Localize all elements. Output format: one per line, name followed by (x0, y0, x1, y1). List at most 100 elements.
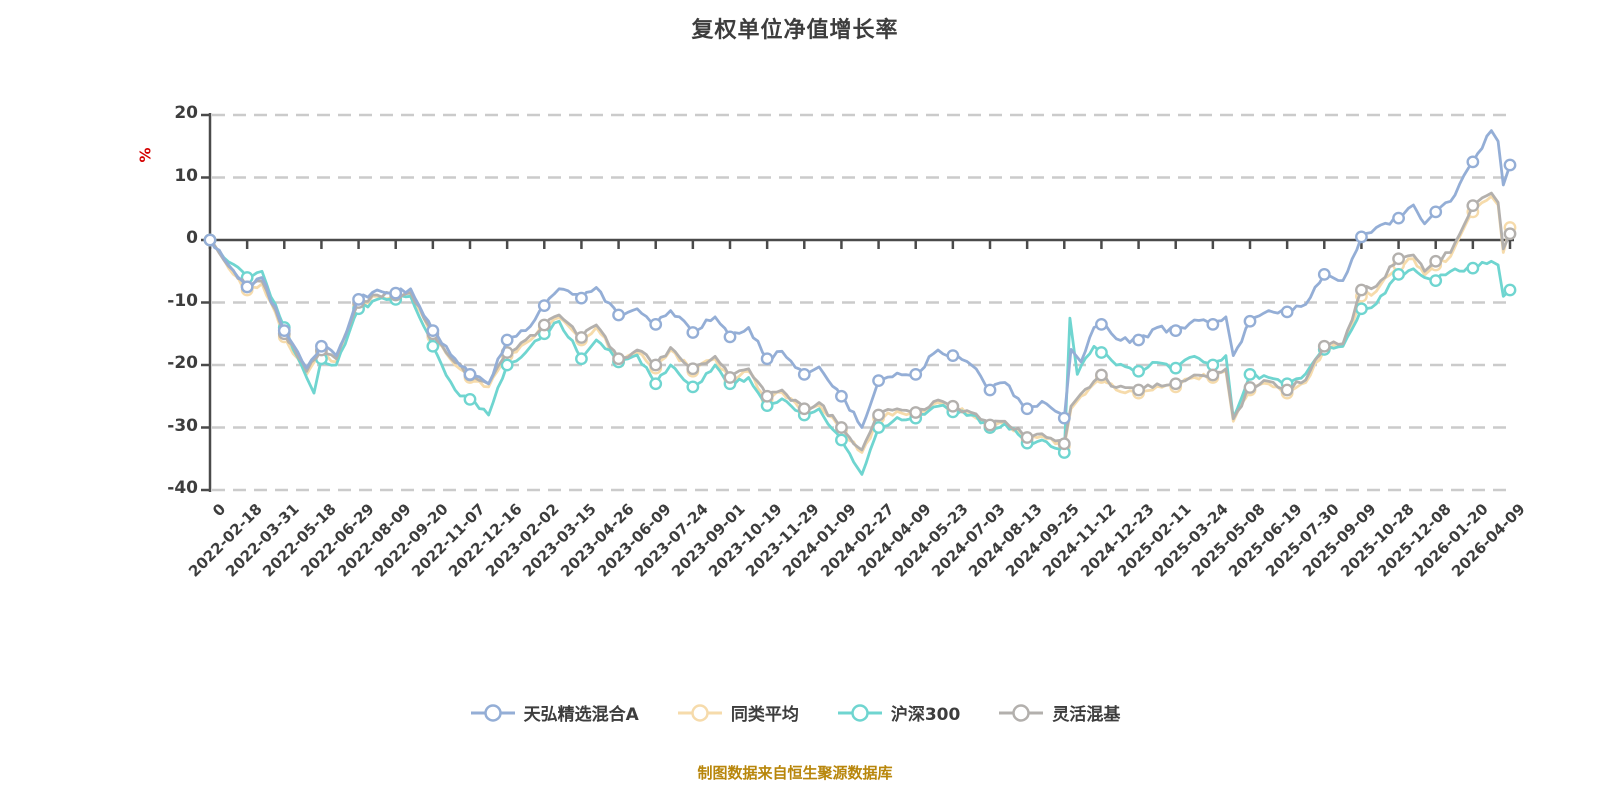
series-line-2 (208, 238, 1512, 476)
series-marker-2 (1132, 364, 1145, 378)
series-marker-0 (500, 333, 514, 347)
legend-marker-flexible-funds (999, 703, 1044, 722)
legend-item-csi300: 沪深300 (837, 700, 961, 725)
legend-label-csi300: 沪深300 (890, 705, 961, 725)
chart-title: 复权单位净值增长率 (691, 18, 899, 43)
series-marker-3 (1392, 252, 1405, 266)
legend-item-category-average: 同类平均 (677, 700, 799, 725)
series-marker-0 (315, 339, 328, 353)
y-tick-label: -20 (167, 353, 198, 373)
plot-area (201, 113, 1517, 492)
series-marker-3 (1169, 377, 1183, 391)
series-marker-0 (1132, 333, 1145, 347)
series-marker-0 (575, 291, 588, 305)
series-marker-3 (1429, 254, 1443, 268)
series-line-0 (208, 129, 1512, 429)
series-marker-2 (1169, 361, 1183, 375)
series-marker-3 (946, 399, 960, 413)
legend-marker-fund-a (470, 703, 515, 722)
legend-marker-csi300 (837, 703, 882, 722)
series-marker-0 (1095, 317, 1108, 331)
series-marker-3 (649, 358, 663, 372)
y-tick-label: -40 (167, 478, 198, 498)
series-marker-0 (203, 233, 217, 247)
series-marker-2 (835, 433, 848, 447)
series-marker-3 (1206, 368, 1220, 382)
series-marker-0 (1243, 314, 1257, 328)
series-marker-0 (277, 324, 291, 338)
series-marker-0 (872, 374, 885, 388)
series-marker-0 (1057, 411, 1071, 425)
series-marker-3 (1243, 381, 1257, 394)
series-marker-2 (1466, 261, 1480, 275)
series-marker-3 (1317, 339, 1331, 353)
series-marker-3 (1020, 431, 1034, 444)
legend-marker-category-average (677, 703, 722, 722)
series-marker-3 (686, 362, 700, 376)
series-marker-3 (1095, 368, 1108, 382)
series-marker-0 (649, 317, 663, 331)
series-marker-2 (500, 358, 514, 372)
series-marker-0 (1466, 155, 1480, 169)
series-marker-0 (1280, 305, 1294, 319)
series-marker-3 (575, 331, 588, 344)
series-marker-0 (240, 280, 254, 294)
series-marker-0 (1503, 158, 1517, 172)
series-marker-3 (760, 389, 774, 403)
series-marker-2 (686, 380, 700, 394)
series-marker-3 (909, 406, 923, 419)
legend: 天弘精选混合A 同类平均 沪深300 灵活混基 (0, 700, 1590, 725)
series-marker-2 (1243, 367, 1257, 381)
series-marker-2 (1355, 302, 1368, 316)
series-marker-3 (1132, 383, 1145, 397)
series-marker-0 (537, 299, 551, 313)
series-marker-3 (797, 402, 811, 416)
series-marker-3 (612, 352, 625, 366)
series-marker-2 (463, 392, 477, 406)
series-marker-3 (723, 371, 737, 384)
series-marker-0 (1169, 324, 1183, 338)
series-marker-0 (760, 352, 774, 366)
series-marker-0 (909, 367, 923, 381)
series-marker-2 (575, 352, 588, 366)
series-marker-0 (835, 389, 848, 403)
series-marker-0 (723, 330, 737, 344)
series-marker-0 (797, 367, 811, 381)
series-marker-2 (1392, 267, 1405, 281)
y-tick-label: 20 (174, 103, 198, 123)
y-tick-label: 0 (186, 228, 198, 248)
y-tick-label: 10 (174, 165, 198, 186)
series-marker-2 (1503, 283, 1517, 297)
data-source-note: 制图数据来自恒生聚源数据库 (697, 764, 893, 782)
series-line-3 (208, 191, 1512, 452)
series-marker-3 (1355, 283, 1368, 297)
y-tick-label: -10 (167, 290, 198, 311)
series-marker-0 (1020, 402, 1034, 416)
series-marker-0 (1429, 205, 1443, 219)
series-marker-3 (835, 421, 848, 434)
series-marker-3 (872, 408, 885, 422)
series-marker-0 (612, 308, 625, 322)
series-marker-0 (983, 383, 997, 397)
series-marker-2 (1095, 346, 1108, 359)
y-axis-unit-label: % (136, 147, 155, 163)
series-marker-0 (352, 292, 365, 306)
legend-item-flexible-funds: 灵活混基 (998, 700, 1120, 725)
series-marker-0 (686, 326, 700, 339)
series-marker-3 (537, 318, 551, 332)
series-marker-3 (1503, 227, 1517, 241)
series-line-1 (208, 194, 1512, 454)
series-marker-3 (1280, 383, 1294, 397)
series-marker-3 (983, 418, 997, 432)
legend-label-flexible-funds: 灵活混基 (1052, 705, 1121, 725)
series-marker-0 (1317, 267, 1331, 281)
series-marker-0 (1355, 230, 1368, 244)
series-marker-0 (1206, 317, 1220, 331)
series-marker-0 (389, 286, 403, 300)
series-marker-3 (1057, 437, 1071, 451)
series-marker-3 (1466, 199, 1480, 213)
series-marker-0 (946, 349, 960, 363)
legend-item-fund-a: 天弘精选混合A (470, 700, 639, 725)
y-tick-label: -30 (167, 415, 198, 436)
